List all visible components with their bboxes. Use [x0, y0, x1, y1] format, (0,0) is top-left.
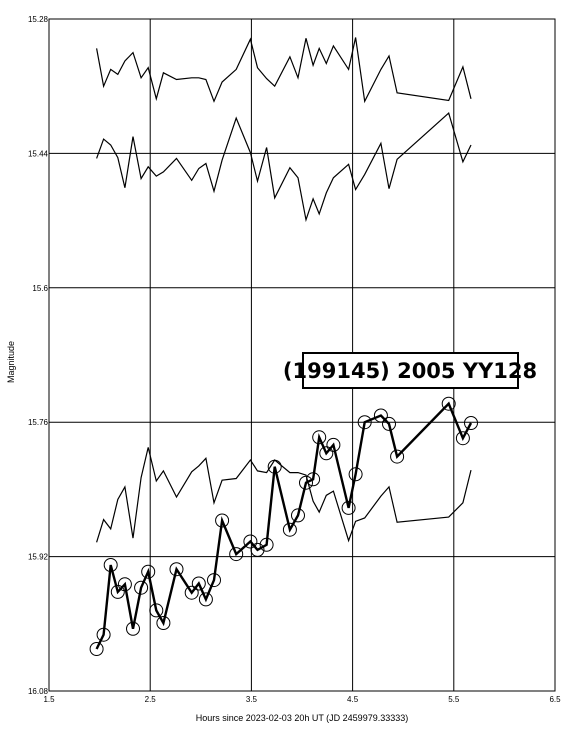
y-axis-label: Magnitude — [6, 341, 16, 383]
target-data-point — [198, 592, 213, 607]
x-tick-label: 2.5 — [145, 695, 157, 704]
target-data-point — [326, 437, 341, 452]
y-tick-label: 15.28 — [28, 15, 49, 24]
target-data-point — [348, 467, 363, 482]
tick-labels: 1.5 2.5 3.5 4.5 5.5 6.5 15.28 15.44 15.6 15.76 15.… — [28, 15, 561, 704]
y-tick-label: 16.08 — [28, 687, 49, 696]
target-data-point — [126, 621, 140, 636]
target-data-point — [141, 564, 156, 579]
target-data-point — [299, 475, 313, 490]
target-data-point — [243, 534, 258, 549]
target-data-point — [464, 416, 478, 430]
chart-title: (199145) 2005 YY128 — [283, 359, 537, 383]
target-data-point — [169, 562, 184, 577]
target-data-point — [291, 508, 305, 523]
y-tick-label: 15.76 — [28, 418, 49, 427]
target-markers — [89, 396, 478, 656]
target-data-point — [306, 472, 321, 487]
target-data-point — [282, 522, 297, 537]
target-data-point — [373, 408, 388, 423]
target-data-point — [455, 431, 470, 446]
target-data-point — [215, 513, 230, 528]
target-data-point — [149, 603, 164, 618]
target-data-point — [117, 577, 132, 592]
target-data-point — [229, 547, 244, 562]
target-data-point — [267, 459, 282, 474]
target-data-point — [156, 616, 171, 630]
x-tick-label: 3.5 — [246, 695, 258, 704]
target-data-point — [103, 558, 118, 572]
target-data-point — [110, 584, 125, 599]
comparison-series-line — [96, 447, 472, 543]
series-lines — [95, 37, 473, 650]
x-axis-label: Hours since 2023-02-03 20h UT (JD 245997… — [196, 713, 408, 723]
target-data-point — [382, 416, 396, 431]
target-data-point — [207, 573, 221, 588]
x-tick-label: 6.5 — [549, 695, 561, 704]
target-data-point — [357, 415, 372, 430]
target-data-point — [96, 627, 111, 642]
chart-title-box: (199145) 2005 YY128 — [283, 352, 537, 389]
target-data-point — [259, 537, 274, 552]
x-tick-label: 4.5 — [347, 695, 359, 704]
target-data-point — [441, 396, 456, 411]
target-data-point — [390, 449, 405, 464]
x-tick-label: 5.5 — [448, 695, 460, 704]
y-tick-label: 15.44 — [28, 149, 49, 158]
comparison-series-line — [96, 112, 472, 223]
target-data-point — [184, 585, 199, 600]
y-tick-label: 15.92 — [28, 553, 49, 562]
title-box-frame — [302, 352, 519, 389]
target-data-point — [319, 446, 334, 461]
target-data-point — [134, 580, 149, 595]
target-data-point — [191, 576, 206, 591]
comparison-series-line — [96, 37, 472, 104]
plot-frame — [48, 18, 556, 692]
target-series-line — [95, 401, 473, 650]
x-tick-label: 1.5 — [43, 695, 55, 704]
y-tick-label: 15.6 — [32, 284, 48, 293]
target-data-point — [250, 542, 265, 557]
target-data-point — [89, 642, 104, 656]
target-data-point — [312, 430, 327, 445]
target-data-point — [341, 500, 356, 515]
